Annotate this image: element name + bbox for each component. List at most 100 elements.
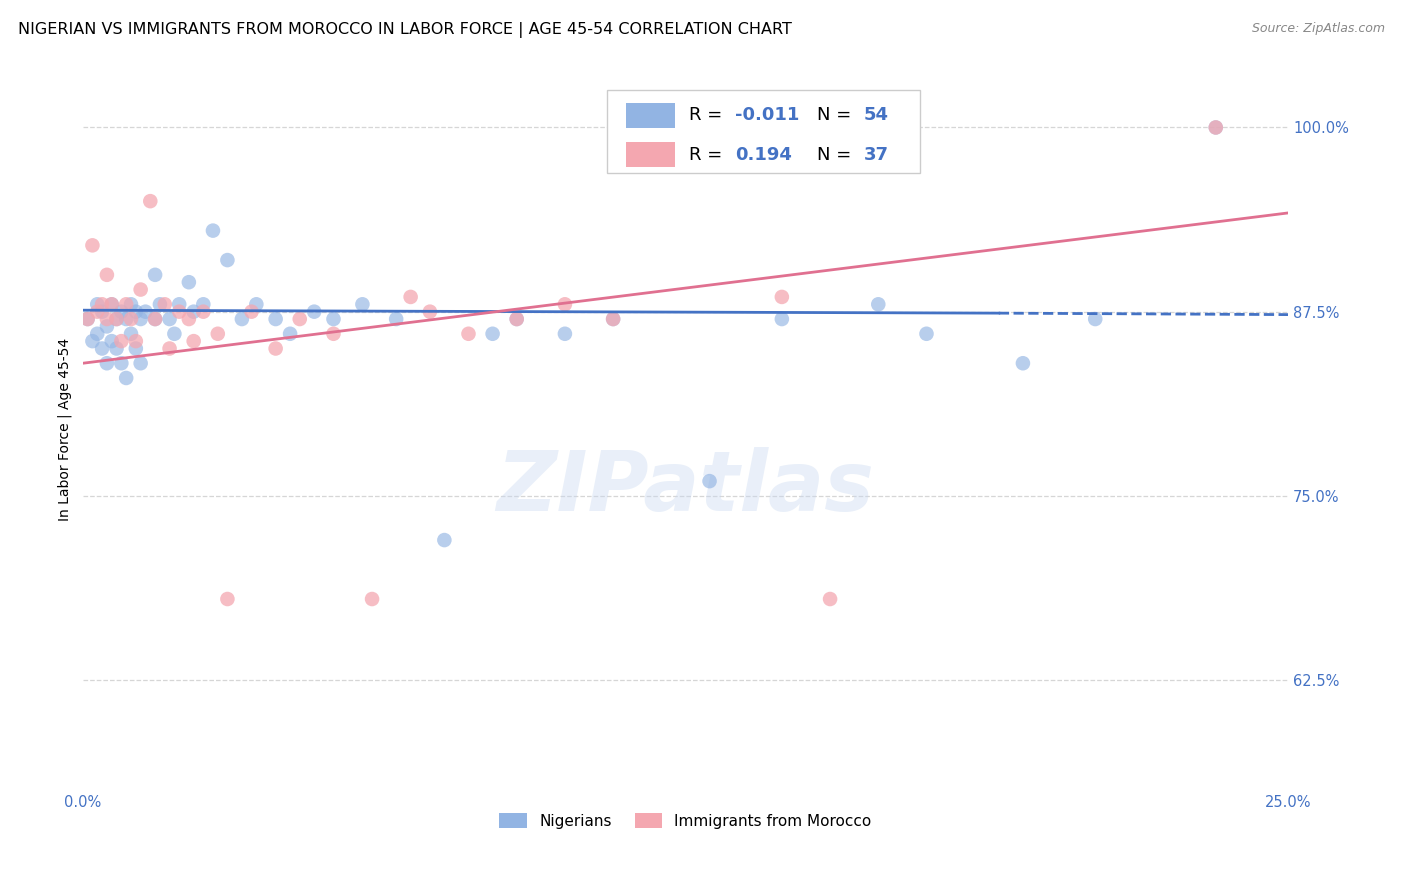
Point — [91, 297, 114, 311]
Point — [385, 312, 408, 326]
Point — [105, 312, 128, 326]
Point — [159, 342, 181, 356]
Point — [167, 297, 190, 311]
Point — [245, 297, 267, 311]
Text: 37: 37 — [863, 146, 889, 164]
Point — [110, 304, 132, 318]
Point — [129, 283, 152, 297]
Text: R =: R = — [689, 146, 728, 164]
Point — [183, 304, 205, 318]
Text: ZIPatlas: ZIPatlas — [496, 447, 875, 528]
Point — [120, 297, 142, 311]
Point — [217, 253, 239, 268]
Point — [770, 312, 793, 326]
Point — [1205, 120, 1227, 135]
Text: NIGERIAN VS IMMIGRANTS FROM MOROCCO IN LABOR FORCE | AGE 45-54 CORRELATION CHART: NIGERIAN VS IMMIGRANTS FROM MOROCCO IN L… — [18, 22, 792, 38]
Point — [96, 319, 118, 334]
Y-axis label: In Labor Force | Age 45-54: In Labor Force | Age 45-54 — [58, 338, 72, 521]
Point — [322, 326, 344, 341]
Point — [915, 326, 938, 341]
Point — [129, 356, 152, 370]
Point — [143, 312, 166, 326]
Point — [96, 268, 118, 282]
Point — [1084, 312, 1107, 326]
Point — [264, 312, 287, 326]
Point — [207, 326, 229, 341]
Point — [143, 312, 166, 326]
Point — [125, 342, 148, 356]
Point — [193, 297, 215, 311]
Point — [125, 334, 148, 348]
Point — [554, 297, 576, 311]
Text: -0.011: -0.011 — [735, 106, 799, 124]
Point — [163, 326, 186, 341]
Point — [82, 238, 104, 252]
Point — [110, 356, 132, 370]
Point — [361, 592, 384, 607]
Point — [322, 312, 344, 326]
Point — [96, 356, 118, 370]
FancyBboxPatch shape — [607, 90, 921, 173]
Point — [100, 297, 122, 311]
Text: 0.194: 0.194 — [735, 146, 792, 164]
Point — [481, 326, 503, 341]
Point — [1205, 120, 1227, 135]
Point — [91, 342, 114, 356]
Point — [143, 268, 166, 282]
Point — [139, 194, 162, 208]
Point — [264, 342, 287, 356]
Point — [115, 371, 138, 385]
Point — [505, 312, 527, 326]
Point — [352, 297, 374, 311]
Text: 54: 54 — [863, 106, 889, 124]
Point — [86, 297, 108, 311]
Point — [120, 326, 142, 341]
Point — [288, 312, 311, 326]
Point — [554, 326, 576, 341]
Text: Source: ZipAtlas.com: Source: ZipAtlas.com — [1251, 22, 1385, 36]
Point — [457, 326, 479, 341]
Point — [76, 312, 98, 326]
Point — [868, 297, 890, 311]
Point — [302, 304, 325, 318]
Point — [149, 297, 172, 311]
Point — [818, 592, 841, 607]
Point — [399, 290, 422, 304]
Point — [177, 312, 200, 326]
Point — [159, 312, 181, 326]
Point — [770, 290, 793, 304]
Point — [82, 334, 104, 348]
Point — [278, 326, 301, 341]
Point — [433, 533, 456, 547]
Point — [602, 312, 624, 326]
Point — [86, 304, 108, 318]
Legend: Nigerians, Immigrants from Morocco: Nigerians, Immigrants from Morocco — [494, 806, 877, 835]
Point — [96, 312, 118, 326]
FancyBboxPatch shape — [627, 103, 675, 128]
Point — [602, 312, 624, 326]
Point — [129, 312, 152, 326]
Point — [105, 342, 128, 356]
Point — [110, 334, 132, 348]
Point — [76, 312, 98, 326]
FancyBboxPatch shape — [627, 143, 675, 168]
Point — [217, 592, 239, 607]
Point — [91, 304, 114, 318]
Point — [231, 312, 253, 326]
Point — [183, 334, 205, 348]
Point — [120, 312, 142, 326]
Point — [153, 297, 176, 311]
Point — [125, 304, 148, 318]
Point — [505, 312, 527, 326]
Point — [193, 304, 215, 318]
Text: R =: R = — [689, 106, 728, 124]
Point — [86, 326, 108, 341]
Point — [115, 297, 138, 311]
Point — [100, 334, 122, 348]
Point — [134, 304, 156, 318]
Point — [201, 224, 224, 238]
Point — [419, 304, 441, 318]
Text: N =: N = — [817, 146, 856, 164]
Text: N =: N = — [817, 106, 856, 124]
Point — [105, 312, 128, 326]
